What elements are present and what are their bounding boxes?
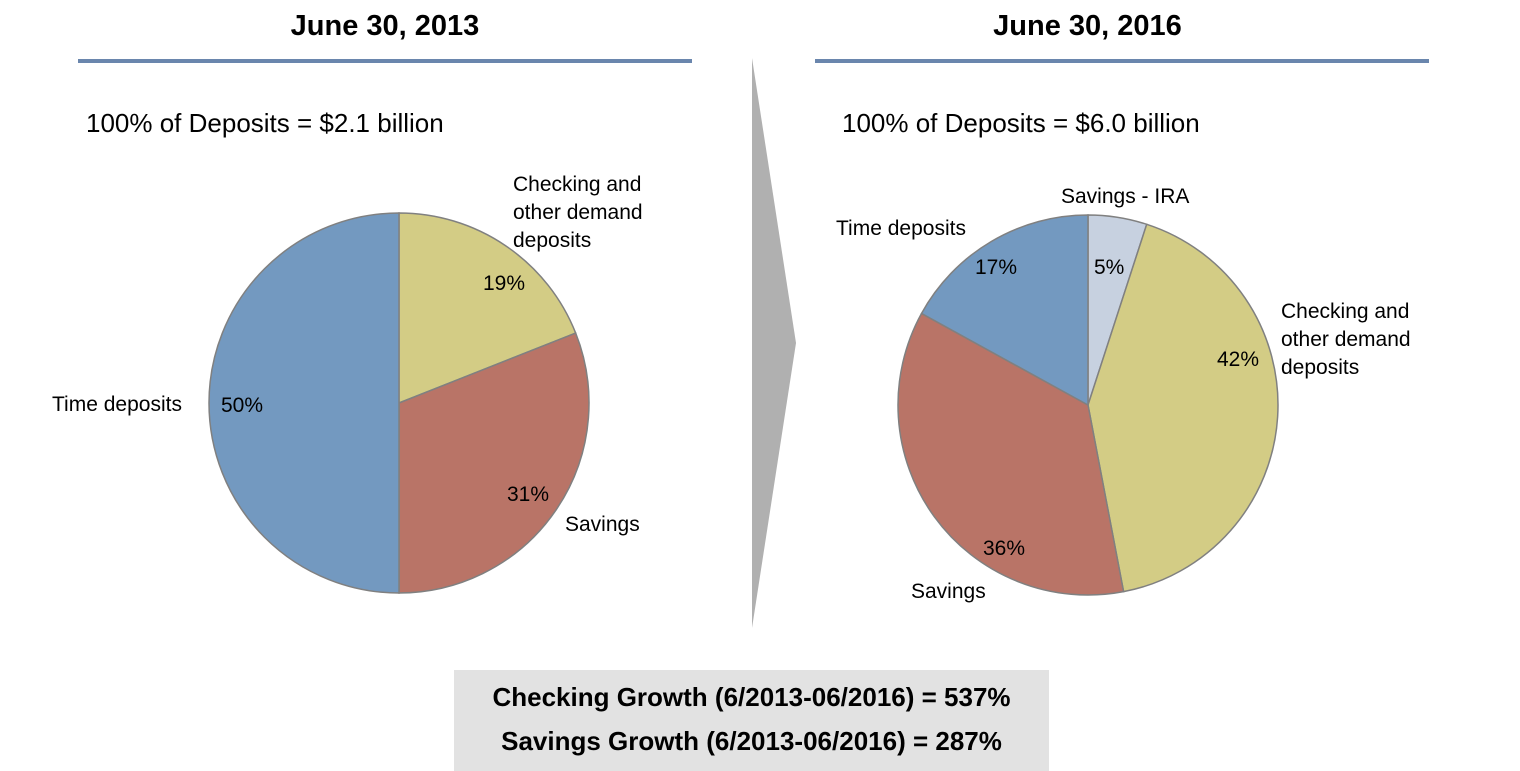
slice-value-savings-2016: 36%: [983, 537, 1026, 560]
title-rule-2016: [815, 59, 1429, 63]
slice-label-savings-2016: Savings: [911, 580, 986, 603]
slice-value-time-deposits-2016: 17%: [975, 256, 1018, 279]
checking-growth-text: Checking Growth (6/2013-06/2016) = 537%: [492, 682, 1011, 712]
slice-value-time-deposits-2013: 50%: [221, 394, 264, 417]
slice-value-savings-2013: 31%: [507, 483, 550, 506]
slice-label-checking-2013: Checking and other demand deposits: [513, 173, 643, 252]
pie-slice-time-deposits: [920, 214, 1089, 407]
pie-chart-2013: [208, 212, 590, 594]
pie-slice-savings: [398, 332, 590, 594]
slice-value-savings-ira-2016: 5%: [1094, 256, 1125, 279]
slice-label-savings-ira-2016: Savings - IRA: [1061, 185, 1190, 208]
slice-label-time-deposits-2016: Time deposits: [836, 217, 966, 240]
deposits-total-2013: 100% of Deposits = $2.1 billion: [86, 108, 444, 138]
pie-chart-2016: [897, 214, 1279, 596]
panel-title-2013: June 30, 2013: [290, 10, 480, 42]
pie-slice-checking: [1087, 223, 1279, 593]
slice-value-checking-2016: 42%: [1217, 348, 1260, 371]
chevron-arrow-icon: [752, 58, 796, 628]
slice-label-time-deposits-2013: Time deposits: [52, 393, 182, 416]
deposits-total-2016: 100% of Deposits = $6.0 billion: [842, 108, 1200, 138]
pie-slice-savings: [897, 312, 1125, 596]
slice-value-checking-2013: 19%: [483, 272, 526, 295]
slice-label-checking-2016: Checking and other demand deposits: [1281, 300, 1411, 379]
panel-title-2016: June 30, 2016: [993, 10, 1182, 42]
title-rule-2013: [78, 59, 692, 63]
pie-slice-checking: [398, 212, 577, 405]
pie-slice-time-deposits: [208, 212, 400, 594]
savings-growth-text: Savings Growth (6/2013-06/2016) = 287%: [501, 726, 1002, 756]
slice-label-savings-2013: Savings: [565, 513, 640, 536]
growth-summary-box: Checking Growth (6/2013-06/2016) = 537% …: [454, 670, 1049, 771]
